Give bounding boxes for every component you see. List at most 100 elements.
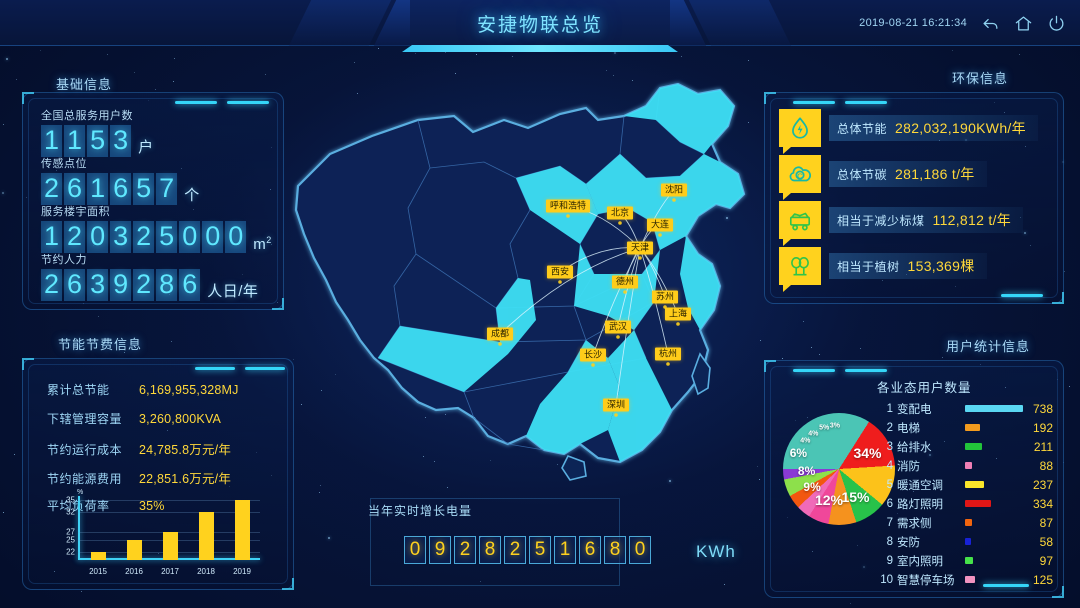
basic-info-label: 传感点位 [41,158,87,170]
chart-x-tick: 2016 [125,567,143,576]
user-stats-bar-cell [965,570,1023,589]
pie-slice-label: 4% [808,430,819,438]
user-stats-bar-cell [965,551,1023,570]
basic-info-row: 节约人力 2 6 3 9 2 8 6 人日/年 [41,251,258,301]
user-stats-bar-cell [965,456,1023,475]
counter-digit: 9 [429,536,451,564]
env-info-name: 总体节碳 [837,167,888,182]
user-stats-row: 8 安防 58 [877,532,1053,551]
map-city-label[interactable]: 上海 [664,307,692,321]
basic-info-unit: 人日/年 [207,283,259,300]
back-icon[interactable] [981,14,1000,33]
digit-cell: 1 [41,125,63,157]
user-stats-bar [965,424,981,431]
pie-slice-label: 9% [803,480,821,495]
user-stats-bar [965,519,972,526]
map-city-label[interactable]: 深圳 [602,398,630,412]
panel-dash [983,584,1029,587]
digit-cell: 1 [64,125,86,157]
power-icon[interactable] [1047,14,1066,33]
digit-cell: 3 [110,221,132,253]
digit-cell: 2 [41,269,63,301]
chart-gridline [78,500,260,501]
user-stats-row: 2 电梯 192 [877,418,1053,437]
map-city-dot [498,342,502,346]
env-info-name: 总体节能 [837,121,888,136]
map-city-label[interactable]: 杭州 [654,347,682,361]
user-stats-bar [965,576,975,583]
chart-x-tick: 2019 [233,567,251,576]
user-stats-row: 10 智慧停车场 125 [877,570,1053,589]
map-city-dot [676,322,680,326]
map-city-label[interactable]: 西安 [546,265,574,279]
panel-dash [845,369,887,372]
user-stats-index: 6 [886,497,893,510]
digit-cell: 3 [87,269,109,301]
map-city-label[interactable]: 苏州 [651,290,679,304]
env-info-value: 282,032,190KWh/年 [895,120,1026,136]
basic-info-title: 基础信息 [56,77,113,92]
chart-y-axis [78,496,80,560]
china-map[interactable]: 沈阳呼和浩特北京 大连天津西安德州 苏州上海成都 武汉长沙 杭州深圳 [268,58,768,508]
map-city-label[interactable]: 沈阳 [660,183,688,197]
map-city-label[interactable]: 天津 [626,241,654,255]
basic-info-row: 服务楼宇面积 1 2 0 3 2 5 0 0 0 m2 [41,203,272,253]
fee-info-value: 3,260,800KVA [139,412,222,426]
load-rate-bar-chart: % 22 25 27 32 35 2015 2016 2017 2018 2019 [45,489,260,578]
user-stats-name: 给排水 [897,441,932,454]
map-city-label[interactable]: 呼和浩特 [545,199,591,213]
coal-cart-icon [779,201,821,246]
basic-info-unit: m2 [253,235,272,253]
home-icon[interactable] [1014,14,1033,33]
map-city-label[interactable]: 长沙 [579,348,607,362]
pie-slice-label: 3% [829,422,840,429]
user-stats-value: 237 [1032,477,1053,492]
chart-x-tick: 2018 [197,567,215,576]
env-info-bar: 相当于植树 153,369棵 [829,253,987,279]
map-city-label[interactable]: 成都 [486,327,514,341]
user-stats-bar-cell [965,437,1023,456]
map-city-dot [618,221,622,225]
env-info-value: 153,369棵 [907,258,975,274]
env-info-title: 环保信息 [952,71,1009,86]
basic-info-label: 节约人力 [41,254,87,266]
env-info-bar: 总体节能 282,032,190KWh/年 [829,115,1038,141]
fee-info-row: 累计总节能 6,169,955,328MJ [47,381,239,398]
digit-cell: 9 [110,269,132,301]
chart-bar [198,512,214,560]
counter-digit: 2 [454,536,476,564]
corner-decoration [764,92,776,104]
user-stats-pie-chart[interactable]: 34% 15% 12% 9% 8% 6% 4% 4% 5% 3% [783,413,895,525]
user-stats-name: 消防 [897,460,920,473]
map-city-label[interactable]: 武汉 [604,320,632,334]
corner-decoration [1052,292,1064,304]
digit-cell: 5 [87,125,109,157]
map-city-label[interactable]: 北京 [606,206,634,220]
digit-cell: 7 [156,173,178,205]
chart-y-tick: 27 [66,527,75,537]
map-city-dot [623,290,627,294]
env-info-row: C 总体节碳 281,186 t/年 [779,155,987,200]
user-stats-name: 智慧停车场 [897,574,955,587]
chart-bar [126,540,142,560]
pie-slice-label: 5% [819,424,830,432]
fee-info-value: 24,785.8万元/年 [139,443,232,457]
counter-digit: 6 [579,536,601,564]
map-city-dot [638,256,642,260]
env-info-bar: 总体节碳 281,186 t/年 [829,161,987,187]
svg-text:C: C [797,171,803,180]
user-stats-index: 7 [886,516,893,529]
panel-dash [245,367,285,370]
map-city-label[interactable]: 德州 [611,275,639,289]
user-stats-bar-cell [965,494,1023,513]
map-city-label[interactable]: 大连 [646,218,674,232]
map-city-dot [566,214,570,218]
user-stats-row: 9 室内照明 97 [877,551,1053,570]
user-stats-bar-cell [965,418,1023,437]
digit-cell: 3 [110,125,132,157]
user-stats-bar [965,462,972,469]
page-title: 安捷物联总览 [476,14,603,36]
basic-info-row: 全国总服务用户数 1 1 5 3 户 [41,107,154,157]
user-stats-value: 738 [1032,401,1053,416]
